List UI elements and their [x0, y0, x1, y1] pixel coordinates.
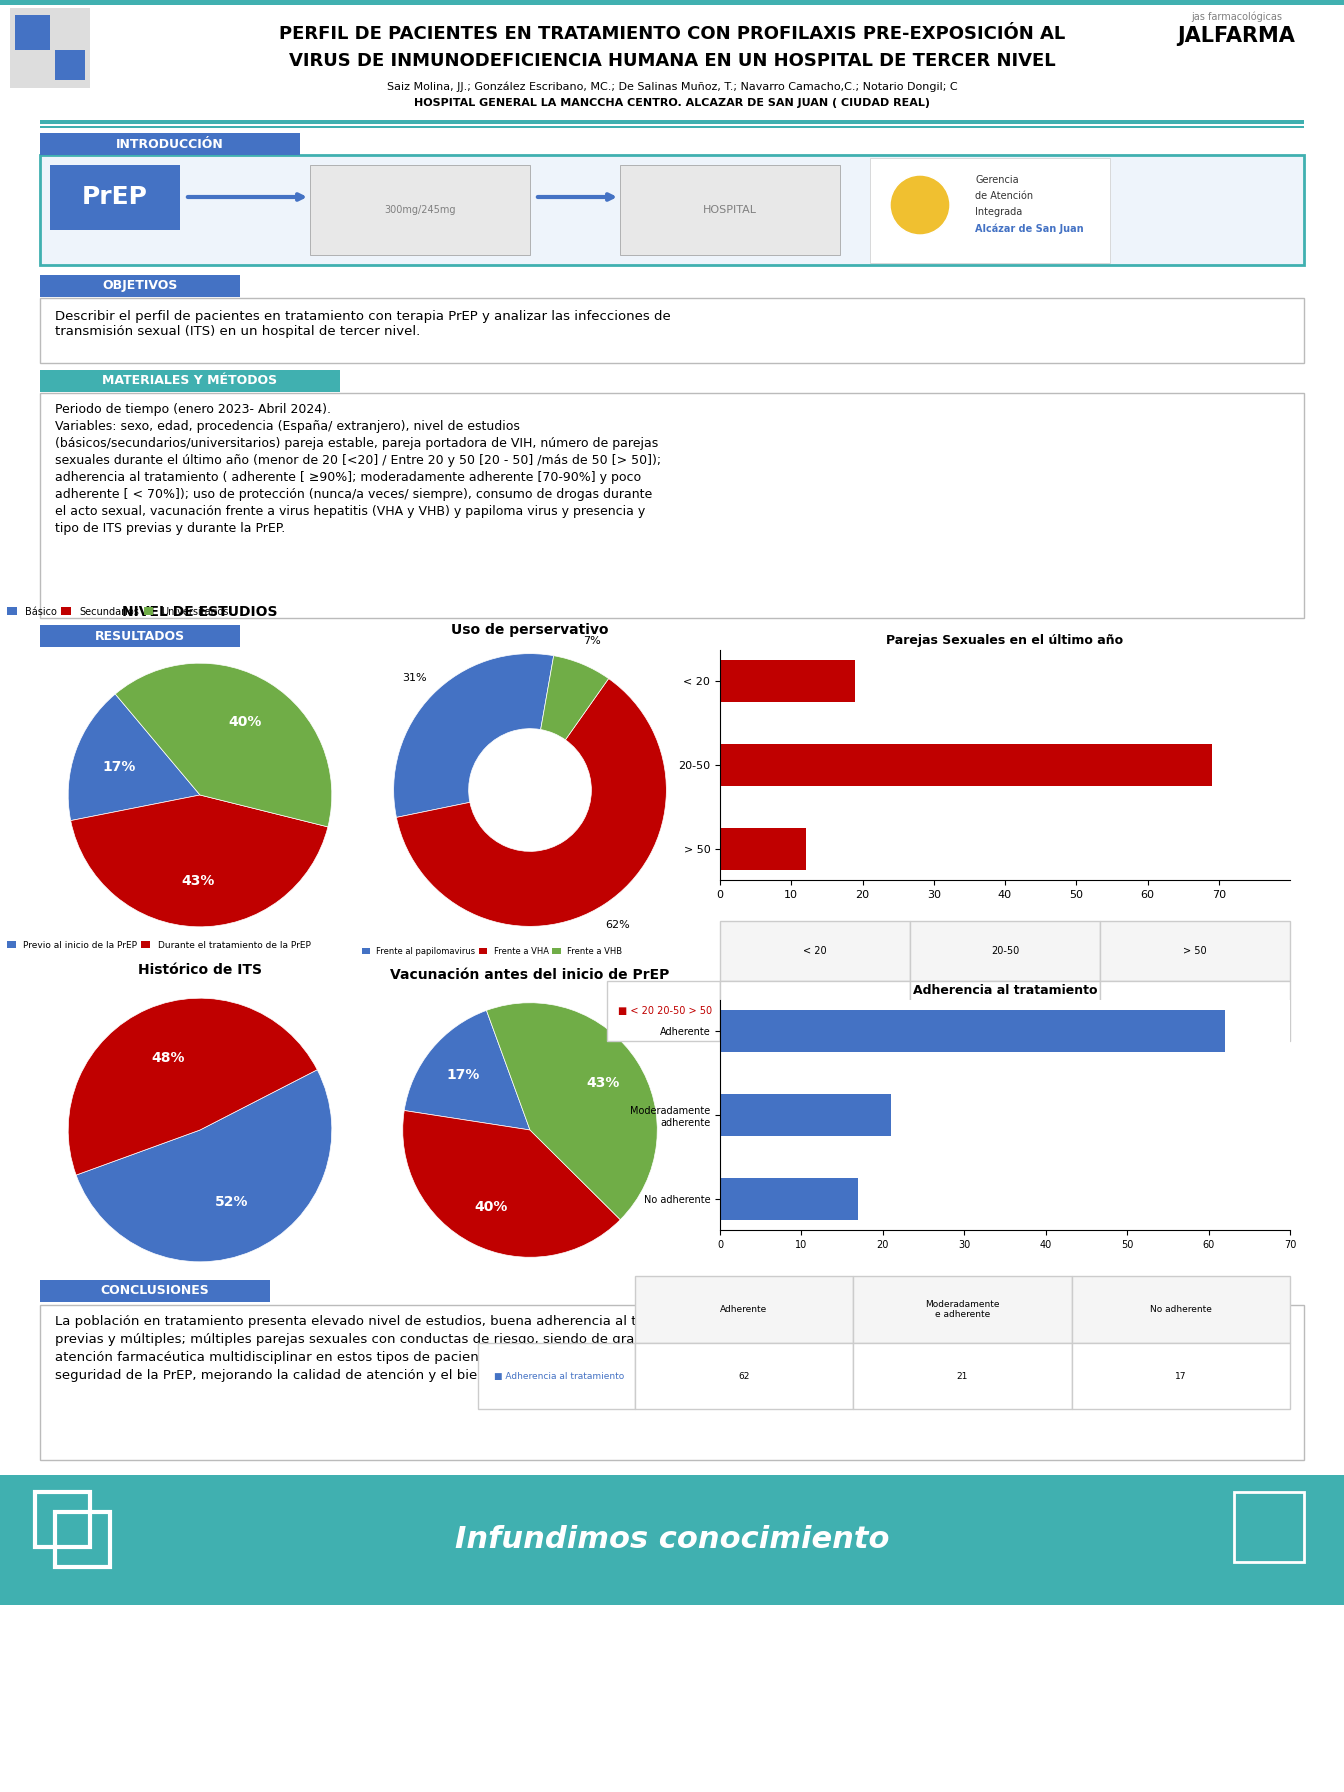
- Bar: [0, 0, 1344, 5]
- Text: Infundimos conocimiento: Infundimos conocimiento: [454, 1525, 890, 1554]
- Wedge shape: [405, 1011, 530, 1131]
- Bar: [40, 120, 1304, 124]
- Bar: [720, 1011, 1224, 1052]
- Bar: [40, 369, 340, 392]
- Text: 7%: 7%: [583, 636, 601, 647]
- Bar: [40, 133, 300, 154]
- Bar: [620, 165, 840, 254]
- Legend: Nunca, A veces, Siempre: Nunca, A veces, Siempre: [770, 765, 840, 814]
- Text: jas farmacológicas: jas farmacológicas: [1191, 13, 1282, 23]
- Bar: [310, 165, 530, 254]
- Bar: [9, 7, 90, 88]
- Text: 40%: 40%: [474, 1201, 508, 1215]
- Title: Uso de perservativo: Uso de perservativo: [452, 624, 609, 636]
- Text: Integrada: Integrada: [974, 208, 1023, 217]
- Wedge shape: [396, 679, 667, 926]
- Wedge shape: [487, 1004, 657, 1220]
- Text: INTRODUCCIÓN: INTRODUCCIÓN: [116, 138, 224, 151]
- Wedge shape: [403, 1111, 621, 1258]
- Text: 48%: 48%: [152, 1050, 185, 1064]
- Text: 43%: 43%: [181, 874, 215, 887]
- Text: 62%: 62%: [606, 919, 630, 930]
- Bar: [40, 125, 1304, 127]
- Bar: [0, 0, 1344, 131]
- Wedge shape: [394, 654, 554, 817]
- Wedge shape: [77, 1070, 332, 1262]
- Text: PERFIL DE PACIENTES EN TRATAMIENTO CON PROFILAXIS PRE-EXPOSICIÓN AL: PERFIL DE PACIENTES EN TRATAMIENTO CON P…: [278, 25, 1066, 43]
- Text: 17%: 17%: [446, 1068, 480, 1082]
- Bar: [870, 158, 1110, 263]
- Legend: Previo al inicio de la PrEP, Durante el tratamiento de la PrEP: Previo al inicio de la PrEP, Durante el …: [3, 937, 314, 953]
- Bar: [40, 1305, 1304, 1460]
- Bar: [50, 165, 180, 229]
- Bar: [720, 828, 805, 869]
- Text: 17%: 17%: [102, 760, 136, 774]
- Bar: [720, 1177, 859, 1220]
- Text: Saiz Molina, JJ.; González Escribano, MC.; De Salinas Muñoz, T.; Navarro Camacho: Saiz Molina, JJ.; González Escribano, MC…: [387, 82, 957, 93]
- Bar: [40, 297, 1304, 364]
- Bar: [15, 14, 50, 50]
- Text: 31%: 31%: [402, 672, 427, 683]
- Text: Gerencia: Gerencia: [974, 176, 1019, 185]
- Text: RESULTADOS: RESULTADOS: [95, 629, 185, 643]
- Circle shape: [890, 176, 950, 235]
- Bar: [720, 744, 1212, 787]
- Text: La población en tratamiento presenta elevado nivel de estudios, buena adherencia: La población en tratamiento presenta ele…: [55, 1315, 743, 1382]
- Bar: [40, 1279, 270, 1303]
- Text: de Atención: de Atención: [974, 192, 1034, 201]
- Wedge shape: [116, 663, 332, 826]
- Bar: [1234, 1493, 1304, 1563]
- Text: 40%: 40%: [228, 715, 262, 729]
- Title: NIVEL DE ESTUDIOS: NIVEL DE ESTUDIOS: [122, 604, 278, 618]
- Bar: [40, 274, 241, 297]
- Text: HOSPITAL GENERAL LA MANCCHA CENTRO. ALCAZAR DE SAN JUAN ( CIUDAD REAL): HOSPITAL GENERAL LA MANCCHA CENTRO. ALCA…: [414, 99, 930, 108]
- Text: CONCLUSIONES: CONCLUSIONES: [101, 1285, 210, 1297]
- Bar: [40, 392, 1304, 618]
- Text: MATERIALES Y MÉTODOS: MATERIALES Y MÉTODOS: [102, 375, 278, 387]
- Text: 52%: 52%: [215, 1195, 249, 1210]
- Legend: Frente al papilomavirus, Frente a VHA, Frente a VHB: Frente al papilomavirus, Frente a VHA, F…: [358, 944, 626, 959]
- Bar: [0, 1475, 1344, 1606]
- Title: Parejas Sexuales en el último año: Parejas Sexuales en el último año: [887, 634, 1124, 647]
- Bar: [55, 50, 85, 81]
- Title: Adherencia al tratamiento: Adherencia al tratamiento: [913, 984, 1097, 998]
- Text: PrEP: PrEP: [82, 185, 148, 210]
- Bar: [40, 154, 1304, 265]
- Text: 300mg/245mg: 300mg/245mg: [384, 204, 456, 215]
- Text: JALFARMA: JALFARMA: [1177, 27, 1296, 47]
- Wedge shape: [540, 656, 609, 740]
- Bar: [720, 1095, 891, 1136]
- Text: HOSPITAL: HOSPITAL: [703, 204, 757, 215]
- Wedge shape: [69, 998, 317, 1176]
- Text: VIRUS DE INMUNODEFICIENCIA HUMANA EN UN HOSPITAL DE TERCER NIVEL: VIRUS DE INMUNODEFICIENCIA HUMANA EN UN …: [289, 52, 1055, 70]
- Text: Alcázar de San Juan: Alcázar de San Juan: [974, 222, 1083, 233]
- Text: Describir el perfil de pacientes en tratamiento con terapia PrEP y analizar las : Describir el perfil de pacientes en trat…: [55, 310, 671, 339]
- Bar: [40, 625, 241, 647]
- Text: OBJETIVOS: OBJETIVOS: [102, 280, 177, 292]
- Text: Periodo de tiempo (enero 2023- Abril 2024).
Variables: sexo, edad, procedencia (: Periodo de tiempo (enero 2023- Abril 202…: [55, 403, 661, 536]
- Bar: [55, 1512, 110, 1566]
- Bar: [720, 661, 855, 702]
- Wedge shape: [69, 694, 200, 821]
- Bar: [35, 1493, 90, 1546]
- Legend: Básico, Secundarios, Universitarios: Básico, Secundarios, Universitarios: [4, 602, 233, 620]
- Text: 43%: 43%: [586, 1077, 620, 1090]
- Title: Histórico de ITS: Histórico de ITS: [138, 962, 262, 977]
- Title: Vacunación antes del inicio de PrEP: Vacunación antes del inicio de PrEP: [390, 968, 669, 982]
- Wedge shape: [71, 796, 328, 926]
